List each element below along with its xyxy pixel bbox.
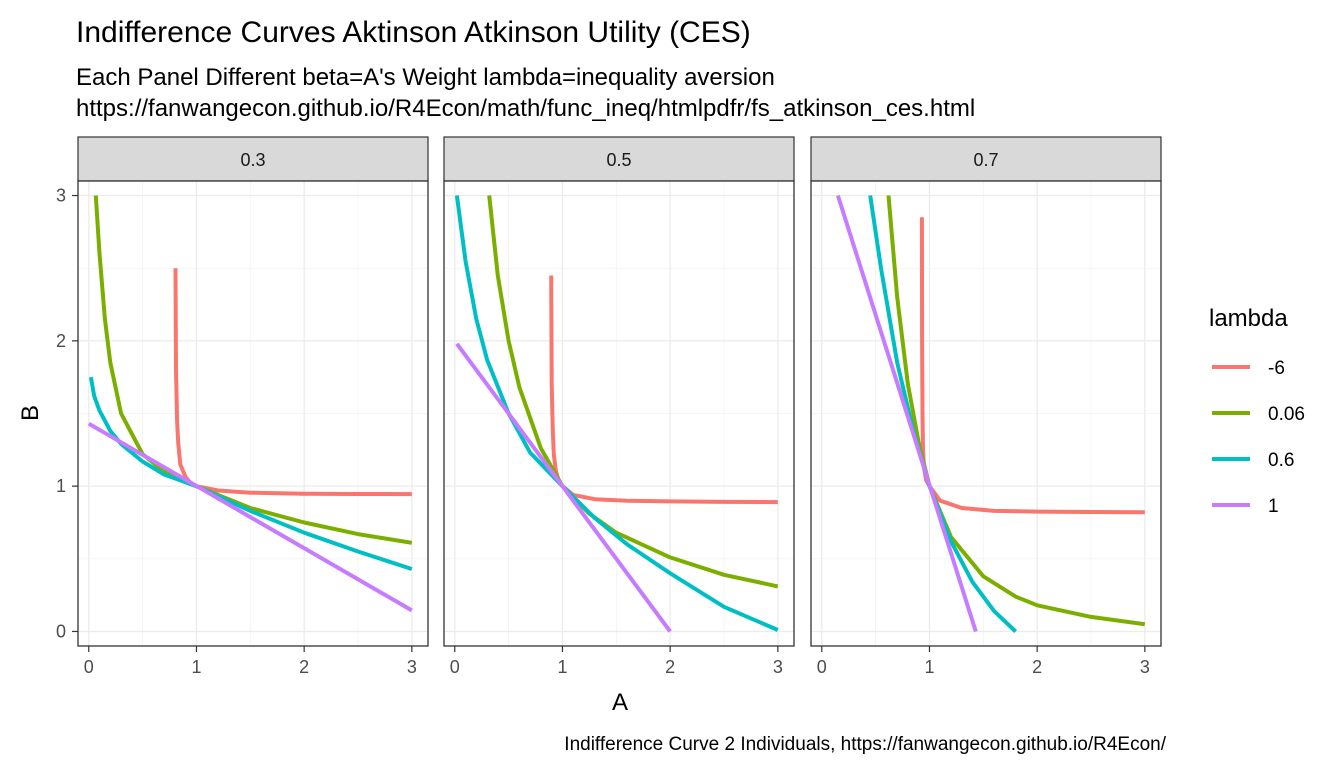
- chart-subtitle-line-1: Each Panel Different beta=A's Weight lam…: [76, 64, 775, 91]
- x-tick-label: 2: [665, 657, 675, 677]
- x-tick-label: 0: [450, 657, 460, 677]
- chart-caption: Indifference Curve 2 Individuals, https:…: [564, 734, 1166, 755]
- x-tick-label: 1: [557, 657, 567, 677]
- series-group: [454, 195, 779, 633]
- series-line-lambda-1: [835, 194, 978, 633]
- x-tick-label: 3: [1140, 657, 1150, 677]
- legend-label-lambda-0.06: 0.06: [1268, 404, 1305, 425]
- x-tick-label: 0: [84, 657, 94, 677]
- panel-border: [810, 180, 1162, 647]
- legend: lambda -6 0.06 0.6 1: [1209, 305, 1305, 517]
- facet-strip: [443, 136, 795, 182]
- series-group: [87, 195, 413, 613]
- series-line-lambda-1: [87, 421, 413, 613]
- facet-panel-0.3: 0.3 0 1 2 3 0 1 2 3: [56, 136, 429, 677]
- facet-strip-label: 0.3: [240, 150, 265, 170]
- grid: [444, 181, 794, 646]
- series-line-lambda-0.6: [454, 195, 779, 632]
- facet-panel-0.7: 0.7 0 1 2 3: [810, 136, 1162, 677]
- x-tick-label: 1: [191, 657, 201, 677]
- y-axis-label: B: [17, 405, 44, 421]
- legend-title: lambda: [1209, 305, 1288, 332]
- grid: [78, 181, 428, 646]
- legend-label-lambda-0.6: 0.6: [1268, 450, 1294, 471]
- facet-strip-label: 0.7: [973, 150, 998, 170]
- x-tick-label: 3: [773, 657, 783, 677]
- y-tick-label: 2: [56, 331, 66, 351]
- x-tick-label: 1: [924, 657, 934, 677]
- panel-border: [77, 180, 429, 647]
- legend-label-lambda--6: -6: [1268, 358, 1285, 379]
- legend-label-lambda-1: 1: [1268, 496, 1279, 517]
- x-tick-label: 2: [1032, 657, 1042, 677]
- series-line-lambda-1: [455, 342, 672, 633]
- grid: [811, 181, 1161, 646]
- x-tick-label: 2: [299, 657, 309, 677]
- chart-title: Indifference Curves Aktinson Atkinson Ut…: [76, 16, 751, 49]
- y-tick-label: 0: [56, 621, 66, 641]
- y-tick-label: 1: [56, 476, 66, 496]
- x-tick-label: 0: [817, 657, 827, 677]
- chart-subtitle-line-2: https://fanwangecon.github.io/R4Econ/mat…: [76, 95, 975, 122]
- x-axis-label: A: [612, 689, 628, 716]
- facet-panels: 0.3 0 1 2 3 0 1 2 3 0.5 0 1 2 3 0.7 0 1 2 3: [56, 136, 1162, 677]
- x-tick-label: 3: [407, 657, 417, 677]
- facet-strip-label: 0.5: [606, 150, 631, 170]
- series-group: [835, 194, 1146, 633]
- facet-panel-0.5: 0.5 0 1 2 3: [443, 136, 795, 677]
- facet-strip: [77, 136, 429, 182]
- panel-border: [443, 180, 795, 647]
- y-tick-label: 3: [56, 186, 66, 206]
- series-line-lambda-0.6: [88, 376, 413, 571]
